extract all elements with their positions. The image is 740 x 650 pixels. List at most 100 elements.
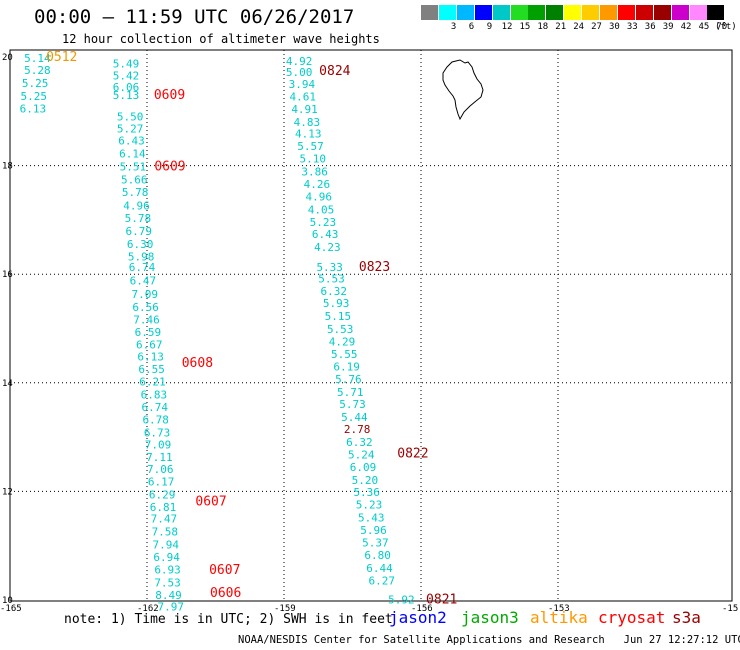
wave-height-value: 5.44 (341, 411, 368, 424)
wave-height-value: 6.32 (321, 285, 348, 298)
wave-height-value: 5.71 (337, 386, 364, 399)
colorbar-unit: (ft) (715, 22, 737, 32)
latitude-tick-label: 20 (2, 53, 13, 63)
hawaii-coastline (442, 59, 484, 121)
colorbar-swatch (600, 5, 617, 20)
longitude-tick-label: -156 (411, 604, 433, 614)
wave-height-value: 5.49 (113, 57, 140, 70)
wave-height-value: 6.17 (148, 475, 175, 488)
colorbar-label: 15 (519, 22, 531, 32)
wave-height-value: 6.55 (138, 363, 165, 376)
wave-height-value: 6.73 (144, 426, 171, 439)
wave-height-value: 6.44 (366, 562, 393, 575)
wave-height-value: 5.53 (327, 323, 354, 336)
longitude-tick-label: -15 (722, 604, 738, 614)
wave-height-value: 5.23 (356, 499, 383, 512)
wave-height-value: 5.50 (117, 110, 144, 123)
wave-height-value: 6.93 (154, 563, 181, 576)
longitude-tick-label: -165 (0, 604, 22, 614)
colorbar-label: 6 (468, 22, 475, 32)
wave-height-value: 5.73 (339, 398, 366, 411)
colorbar-label: 21 (555, 22, 567, 32)
colorbar-label: 24 (573, 22, 585, 32)
satellite-legend-item: jason3 (461, 608, 519, 627)
pass-time-label: 0609 (154, 160, 185, 175)
wave-height-value: 6.09 (350, 461, 377, 474)
colorbar-swatch (635, 5, 653, 20)
wave-height-value: 6.13 (20, 102, 46, 115)
wave-height-value: 7.58 (152, 526, 179, 539)
latitude-tick-label: 16 (2, 270, 13, 280)
wave-height-value: 4.91 (291, 103, 318, 116)
colorbar-label: 39 (662, 22, 674, 32)
pass-time-label: 0607 (209, 563, 240, 578)
wave-height-value: 6.74 (142, 401, 169, 414)
wave-height-value: 5.55 (331, 348, 358, 361)
longitude-tick-label: -159 (274, 604, 296, 614)
latitude-tick-label: 14 (2, 379, 13, 389)
wave-height-value: 5.42 (113, 69, 140, 82)
wave-height-value: 7.97 (158, 601, 185, 614)
wave-height-value: 4.83 (294, 116, 321, 129)
pass-time-label: 0822 (397, 446, 428, 461)
wave-height-value: 5.92 (388, 594, 415, 607)
wave-height-value: 5.36 (353, 486, 380, 499)
colorbar-label: 27 (591, 22, 602, 32)
wave-height-value: 6.29 (149, 488, 176, 501)
wave-height-value: 5.76 (335, 373, 362, 386)
wave-height-value: 5.27 (117, 122, 144, 135)
pass-time-label: 0608 (182, 356, 213, 371)
wave-height-value: 6.30 (127, 238, 153, 251)
wave-height-value: 6.27 (369, 574, 396, 587)
map-tick-labels: -165 -162 -159 -156 -153 -15 20 18 16 14 12 10 (0, 53, 738, 614)
wave-height-value: 6.79 (126, 225, 153, 238)
latitude-tick-label: 18 (2, 162, 13, 172)
map-frame (9, 49, 733, 602)
wave-height-value: 6.43 (312, 228, 339, 241)
wave-height-value: 4.96 (305, 190, 332, 203)
pass-time-label: 0512 (46, 50, 77, 65)
colorbar-label: 70 (716, 22, 728, 32)
wave-height-value: 5.57 (297, 140, 324, 153)
wave-height-value: 4.92 (286, 55, 313, 68)
colorbar-swatch (689, 5, 707, 20)
longitude-tick-label: -162 (137, 604, 159, 614)
wave-height-value: 7.06 (147, 463, 174, 476)
wave-height-value: 7.47 (151, 513, 178, 526)
wave-height-value: 2.78 (344, 423, 371, 436)
wave-height-value: 5.25 (21, 90, 48, 103)
satellite-legend-item: altika (530, 608, 588, 627)
wave-height-value: 5.53 (318, 272, 345, 285)
pass-time-label: 0607 (195, 494, 226, 509)
map-gridlines (10, 50, 732, 601)
colorbar-label: 45 (698, 22, 710, 32)
credit-text: NOAA/NESDIS Center for Satellite Applica… (238, 634, 605, 646)
wave-height-value: 6.21 (139, 376, 166, 389)
wave-height-value: 5.78 (125, 212, 152, 225)
wave-height-value: 6.06 (113, 81, 140, 94)
wave-height-value: 8.49 (155, 589, 182, 602)
map-title: 00:00 – 11:59 UTC 06/26/2017 (34, 6, 355, 28)
wave-height-value: 7.46 (133, 313, 160, 326)
latitude-tick-label: 10 (2, 596, 13, 606)
satellite-legend-item: jason2 (389, 608, 447, 627)
wave-height-value: 6.47 (130, 275, 157, 288)
colorbar-swatch (528, 5, 546, 20)
wave-height-value: 3.86 (301, 165, 328, 178)
map-subtitle: 12 hour collection of altimeter wave hei… (62, 32, 380, 46)
wave-height-value: 5.43 (358, 512, 385, 525)
wave-height-value: 6.19 (333, 360, 360, 373)
colorbar-swatch (671, 5, 689, 20)
wave-height-value: 5.23 (310, 216, 337, 229)
wave-height-value: 5.00 (286, 66, 313, 79)
wave-height-value: 5.14 (24, 52, 51, 65)
wave-height-value: 6.81 (150, 501, 177, 514)
colorbar-swatch (546, 5, 564, 20)
colorbar-swatch (707, 5, 725, 20)
colorbar-swatch (510, 5, 528, 20)
wave-height-value: 5.66 (121, 174, 148, 187)
wave-height-value: 6.67 (136, 338, 163, 351)
colorbar-swatch (492, 5, 510, 20)
wave-height-value: 6.83 (141, 389, 168, 402)
